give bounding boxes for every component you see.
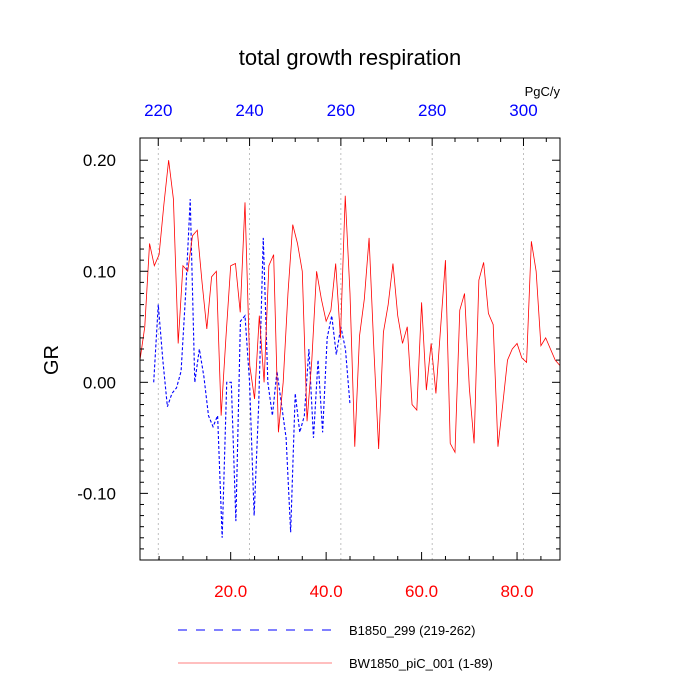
axis-ticks [140, 138, 560, 560]
top-tick-label-3: 280 [418, 101, 446, 120]
y-tick-label-3: 0.20 [83, 151, 116, 170]
bottom-tick-label-3: 80.0 [500, 582, 533, 601]
top-tick-label-2: 260 [327, 101, 355, 120]
legend-label-series-1: BW1850_piC_001 (1-89) [349, 656, 493, 671]
series-line-0 [153, 199, 351, 538]
top-tick-label-4: 300 [509, 101, 537, 120]
series-line-1 [139, 160, 561, 454]
top-tick-label-1: 240 [235, 101, 263, 120]
chart-title: total growth respiration [239, 45, 462, 70]
bottom-tick-label-1: 40.0 [310, 582, 343, 601]
y-axis-label: GR [41, 345, 63, 375]
bottom-tick-label-2: 60.0 [405, 582, 438, 601]
grid-lines [157, 138, 524, 560]
series-lines [139, 160, 561, 538]
plot-frame [139, 137, 561, 561]
legend-label-series-0: B1850_299 (219-262) [349, 623, 476, 638]
bottom-tick-label-0: 20.0 [214, 582, 247, 601]
legend: B1850_299 (219-262) BW1850_piC_001 (1-89… [178, 623, 493, 671]
axis-tick-labels: 20.0 40.0 60.0 80.0 220 240 260 280 300 -0.10 0.00… [77, 101, 537, 601]
top-tick-label-0: 220 [144, 101, 172, 120]
y-tick-label-0: -0.10 [77, 484, 116, 503]
units-label: PgC/y [525, 84, 561, 99]
y-tick-label-1: 0.00 [83, 373, 116, 392]
y-tick-label-2: 0.10 [83, 262, 116, 281]
